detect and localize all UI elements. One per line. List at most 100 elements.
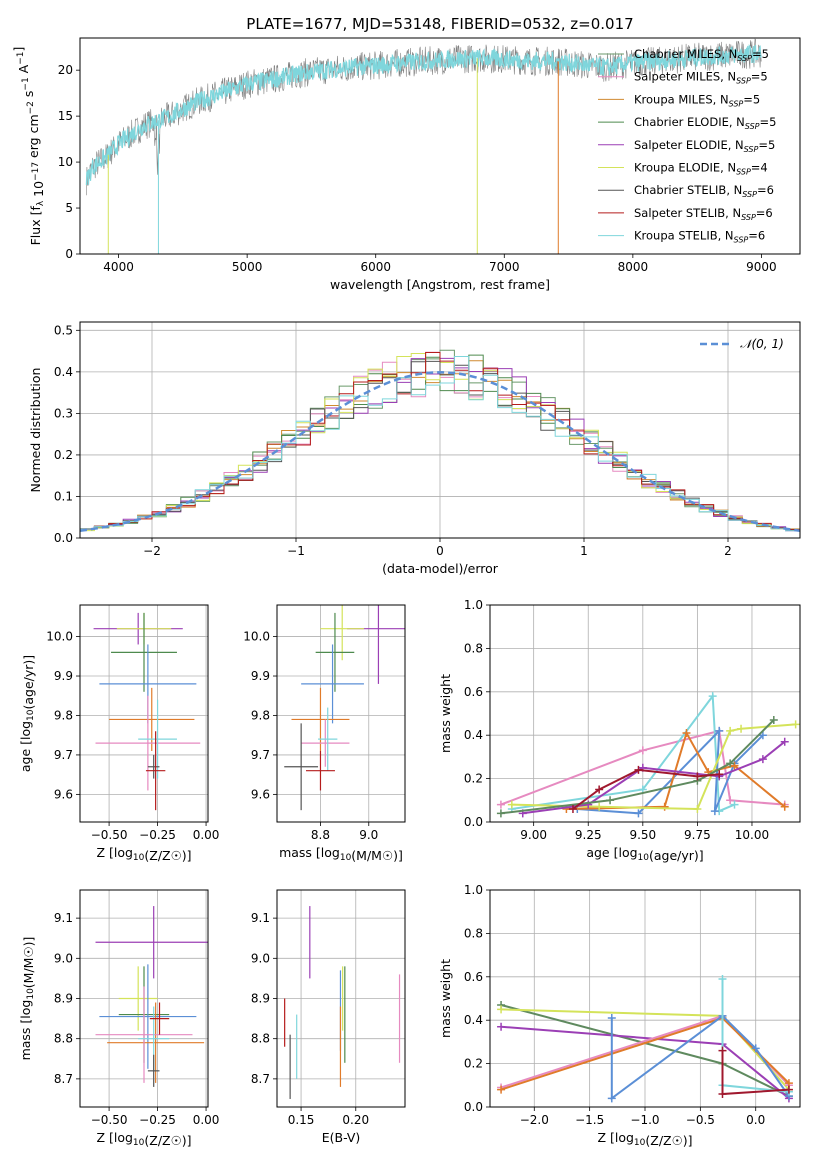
y-tick-label: 8.9 xyxy=(251,992,270,1006)
legend-label: Salpeter STELIB, NSSP=6 xyxy=(634,206,773,222)
errorbar-point xyxy=(320,605,364,661)
errorbar-point xyxy=(107,1002,205,1083)
x-tick-label: 7000 xyxy=(489,260,520,274)
y-axis-label: age [log10(age/yr)] xyxy=(18,655,36,772)
weight-marker xyxy=(718,974,727,983)
y-tick-label: 0.0 xyxy=(464,815,483,829)
x-tick-label: 9.0 xyxy=(359,828,378,842)
x-tick-label: 1 xyxy=(580,544,588,558)
weight-marker xyxy=(496,809,505,818)
x-axis-label: Z [log10(Z/Z☉)] xyxy=(96,845,191,863)
x-tick-label: 9.00 xyxy=(520,828,547,842)
y-tick-label: 9.0 xyxy=(251,951,270,965)
x-axis-label: Z [log10(Z/Z☉)] xyxy=(597,1130,692,1148)
weight-marker xyxy=(693,772,702,781)
y-tick-label: 5 xyxy=(65,201,73,215)
y-tick-label: 1.0 xyxy=(464,883,483,897)
x-tick-label: 0.00 xyxy=(193,828,220,842)
x-tick-label: 10.00 xyxy=(735,828,769,842)
y-tick-label: 0.8 xyxy=(464,926,483,940)
y-tick-label: 10.0 xyxy=(243,630,270,644)
y-tick-label: 0.5 xyxy=(54,323,73,337)
plot-area xyxy=(284,605,405,811)
x-tick-label: 5000 xyxy=(232,260,263,274)
x-tick-label: 0 xyxy=(436,544,444,558)
y-tick-label: 0.6 xyxy=(464,685,483,699)
y-tick-label: 9.1 xyxy=(54,911,73,925)
errorbar-point xyxy=(305,750,335,791)
weight-marker xyxy=(791,720,800,729)
weight-marker xyxy=(607,1094,616,1103)
y-tick-label: 8.8 xyxy=(54,1032,73,1046)
errorbar-point xyxy=(318,707,338,771)
gaussian-legend-label: 𝒩(0, 1) xyxy=(740,337,784,351)
x-tick-label: 0.20 xyxy=(342,1113,369,1127)
y-tick-label: 10 xyxy=(58,155,73,169)
errorbar-point xyxy=(147,1054,160,1087)
errorbar-point xyxy=(284,723,319,811)
legend-label: Kroupa ELODIE, NSSP=4 xyxy=(634,161,768,177)
weight-marker xyxy=(682,729,691,738)
y-tick-label: 9.9 xyxy=(251,669,270,683)
x-tick-label: 9000 xyxy=(746,260,777,274)
weight-marker xyxy=(595,802,604,811)
weight-marker xyxy=(634,765,643,774)
weight-marker xyxy=(730,800,739,809)
y-axis-label: mass weight xyxy=(438,959,453,1038)
panel-spectrum: 4000 5000 6000 7000 8000 9000 0 5 10 15 20 waveleng… xyxy=(11,37,801,292)
weight-marker xyxy=(638,746,647,755)
y-tick-label: 8.7 xyxy=(54,1072,73,1086)
errorbar-point xyxy=(109,687,195,751)
weight-marker xyxy=(693,804,702,813)
x-axis-label: mass [log10(M/M☉)] xyxy=(279,845,403,863)
weight-marker xyxy=(726,726,735,735)
weight-marker xyxy=(497,1005,506,1014)
weight-marker xyxy=(726,796,735,805)
y-tick-label: 20 xyxy=(58,63,73,77)
x-tick-label: −1.5 xyxy=(575,1113,604,1127)
x-tick-label: 9.25 xyxy=(575,828,602,842)
y-tick-label: 9.9 xyxy=(54,669,73,683)
weight-marker xyxy=(595,785,604,794)
errorbar-point xyxy=(138,699,177,779)
gaussian-curve xyxy=(80,371,800,532)
weight-marker xyxy=(568,804,577,813)
x-axis-label: age [log10(age/yr)] xyxy=(586,845,703,863)
x-tick-label: 8000 xyxy=(618,260,649,274)
legend-label: Chabrier STELIB, NSSP=6 xyxy=(634,183,774,199)
y-tick-label: 0.2 xyxy=(54,448,73,462)
plot-area xyxy=(95,906,208,1087)
y-tick-label: 0.4 xyxy=(54,365,73,379)
y-tick-label: 0.2 xyxy=(464,1057,483,1071)
weight-marker xyxy=(715,770,724,779)
errorbar-point xyxy=(301,719,350,767)
weight-marker xyxy=(737,724,746,733)
weight-marker xyxy=(507,800,516,809)
weight-marker xyxy=(607,1014,616,1023)
weight-marker xyxy=(497,1022,506,1031)
weight-marker xyxy=(758,731,767,740)
x-tick-label: 0.15 xyxy=(288,1113,315,1127)
legend-label: Kroupa STELIB, NSSP=6 xyxy=(634,229,765,245)
axes-frame xyxy=(79,37,801,255)
panel-mass-vs-ebv: 0.15 0.20 8.7 8.8 8.9 9.0 9.1 E(B-V) xyxy=(251,889,406,1145)
y-tick-label: 9.8 xyxy=(54,708,73,722)
weight-marker xyxy=(496,800,505,809)
x-tick-label: 9.50 xyxy=(629,828,656,842)
y-tick-label: 0.8 xyxy=(464,641,483,655)
errorbar-point xyxy=(118,966,158,1031)
y-tick-label: 0.0 xyxy=(464,1100,483,1114)
errorbar-point xyxy=(95,695,201,791)
panel-mass-vs-z: −0.50 −0.25 0.00 8.7 8.8 8.9 9.0 9.1 Z [log10(Z/… xyxy=(18,889,219,1148)
weight-series-line xyxy=(511,723,796,811)
weight-marker xyxy=(710,807,719,816)
x-axis-label: E(B-V) xyxy=(322,1130,361,1145)
panel-weight-vs-age: 9.00 9.25 9.50 9.75 10.00 0.0 0.2 0.4 0.6 0.8 1.0 a… xyxy=(438,598,801,863)
x-tick-label: 4000 xyxy=(103,260,134,274)
axes-frame xyxy=(276,889,406,1108)
x-axis-label: Z [log10(Z/Z☉)] xyxy=(96,1130,191,1148)
x-tick-label: 2 xyxy=(724,544,732,558)
panel-residuals: −2 −1 0 1 2 0.0 0.1 0.2 0.3 0.4 0.5 (data-model)/er… xyxy=(28,321,801,576)
y-tick-label: 9.8 xyxy=(251,708,270,722)
